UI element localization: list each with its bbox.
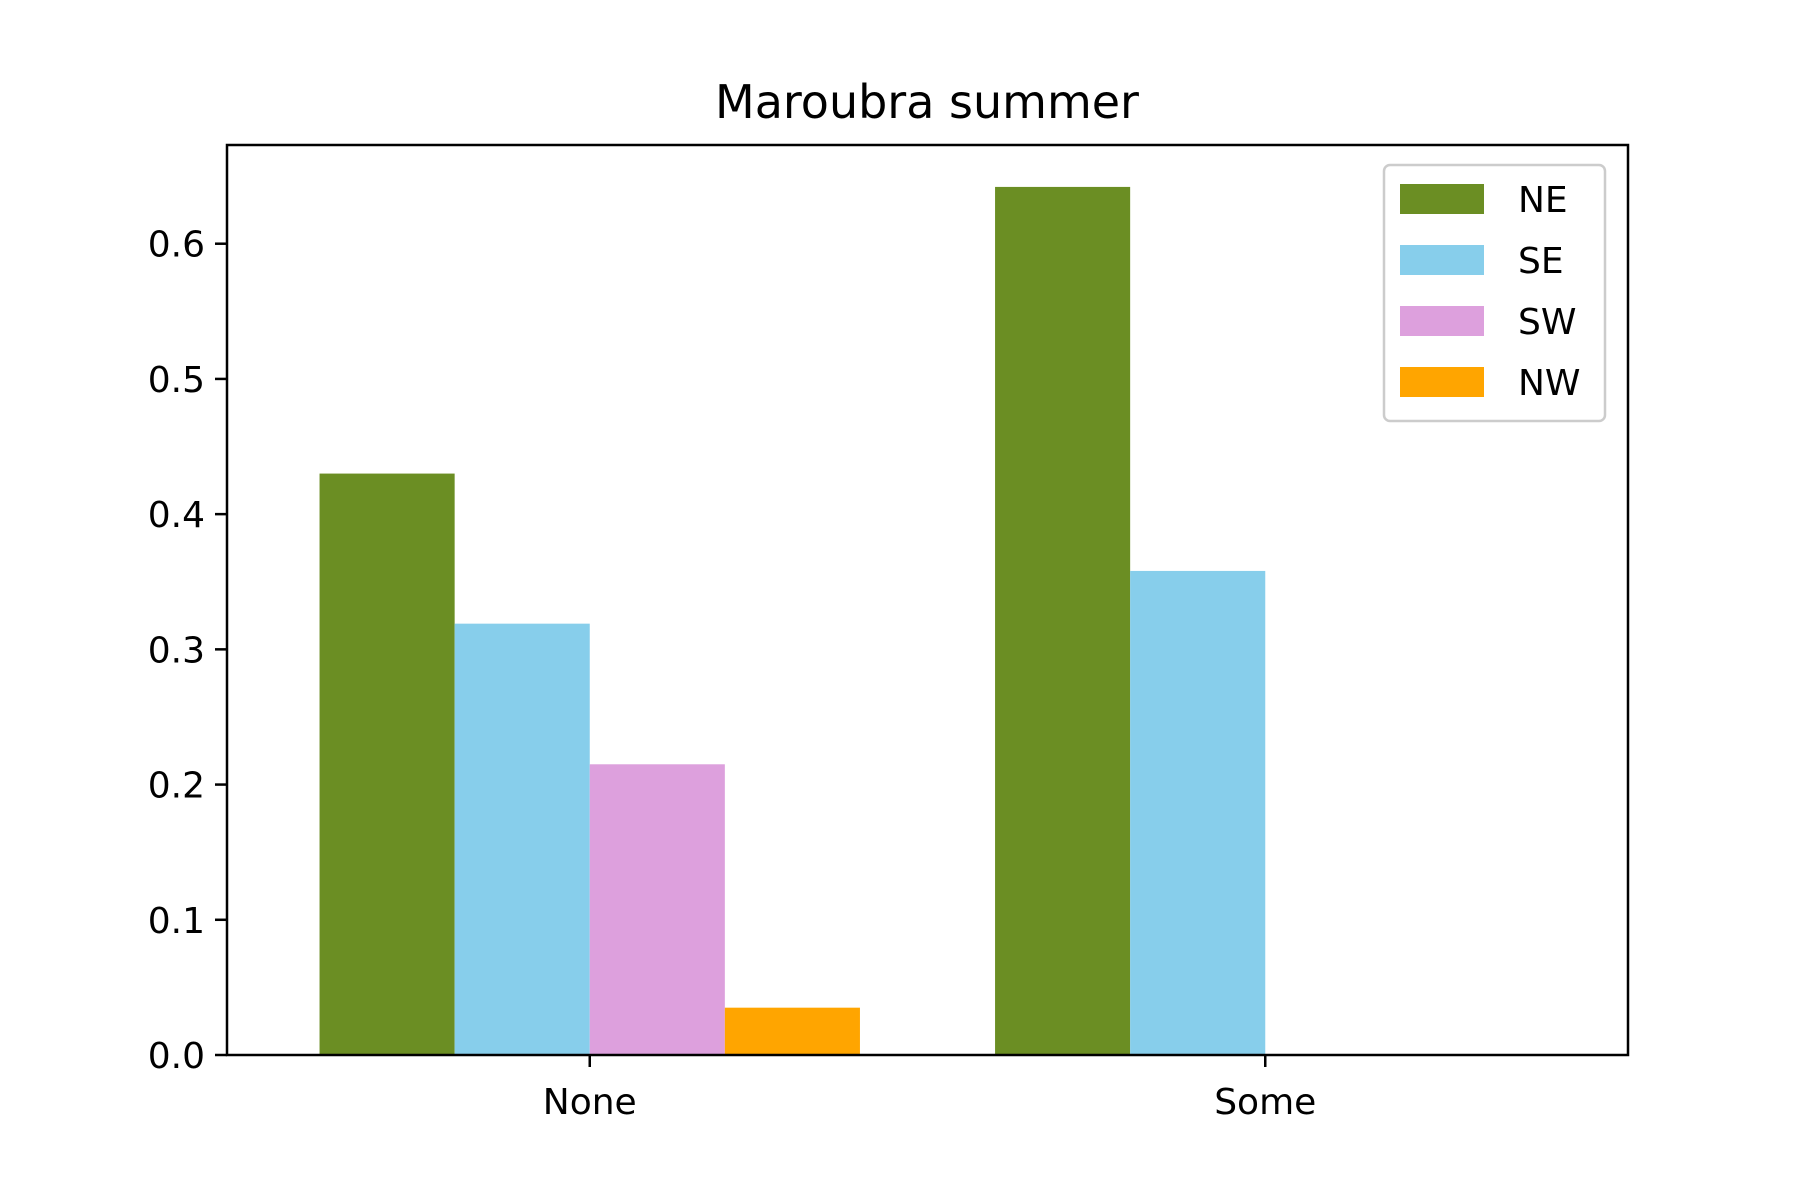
- chart-title: Maroubra summer: [715, 75, 1139, 129]
- legend-swatch-ne: [1400, 184, 1484, 214]
- plot-frame: [225, 143, 1630, 1057]
- legend-label-ne: NE: [1518, 180, 1568, 221]
- bar-se-none: [454, 623, 590, 1055]
- bar-ne-none: [319, 473, 455, 1055]
- legend-label-nw: NW: [1518, 363, 1581, 404]
- y-tick-label: 0.0: [148, 1036, 205, 1077]
- legend-frame: [1382, 163, 1607, 423]
- y-tick-label: 0.5: [148, 360, 205, 401]
- legend-label-sw: SW: [1518, 302, 1576, 343]
- bar-sw-none: [589, 764, 725, 1055]
- axes-group: 0.0 0.1 0.2 0.3 0.4 0.5 0.6 None Some: [148, 143, 1630, 1123]
- y-tick-label: 0.3: [148, 630, 205, 671]
- bar-nw-none: [724, 1007, 860, 1055]
- legend: NE SE SW NW: [1382, 163, 1607, 423]
- legend-label-se: SE: [1518, 241, 1564, 282]
- x-tick-label: Some: [1214, 1082, 1316, 1123]
- bar-se-some: [1130, 570, 1266, 1055]
- bars-group: [319, 186, 1266, 1055]
- legend-swatch-se: [1400, 245, 1484, 275]
- legend-swatch-sw: [1400, 306, 1484, 336]
- y-tick-label: 0.4: [148, 495, 205, 536]
- y-tick-label: 0.6: [148, 225, 205, 266]
- bar-ne-some: [995, 186, 1131, 1055]
- y-tick-label: 0.1: [148, 901, 205, 942]
- x-tick-label: None: [543, 1082, 637, 1123]
- y-tick-label: 0.2: [148, 766, 205, 807]
- legend-swatch-nw: [1400, 367, 1484, 397]
